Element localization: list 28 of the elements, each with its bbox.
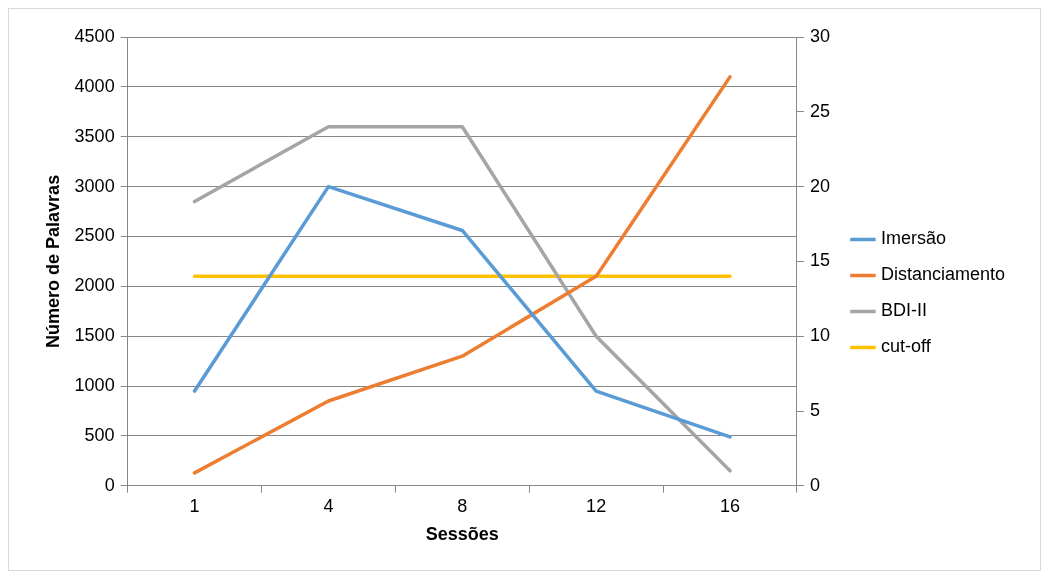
y-tick-label: 4000 bbox=[74, 75, 115, 96]
y-tick-label: 0 bbox=[104, 474, 115, 495]
y-tick-label: 2000 bbox=[74, 275, 115, 296]
x-tick-label: 4 bbox=[323, 495, 334, 516]
y2-tick-label: 15 bbox=[809, 250, 830, 271]
y-tick-label: 2500 bbox=[74, 225, 115, 246]
y-tick-label: 4500 bbox=[74, 25, 115, 46]
legend-label: cut-off bbox=[880, 336, 932, 357]
y2-tick-label: 30 bbox=[809, 25, 830, 46]
y-tick-label: 500 bbox=[84, 424, 115, 445]
x-axis-title: Sessões bbox=[425, 524, 499, 545]
x-tick-label: 12 bbox=[586, 495, 607, 516]
y-tick-label: 3500 bbox=[74, 125, 115, 146]
y-tick-label: 1500 bbox=[74, 325, 115, 346]
x-tick-label: 1 bbox=[189, 495, 200, 516]
legend-label: BDI-II bbox=[880, 300, 927, 321]
y2-tick-label: 25 bbox=[809, 100, 830, 121]
y-axis-title: Número de Palavras bbox=[42, 174, 63, 348]
y2-tick-label: 20 bbox=[809, 175, 830, 196]
legend-label: Distanciamento bbox=[880, 264, 1005, 285]
x-tick-label: 8 bbox=[457, 495, 468, 516]
x-tick-label: 16 bbox=[719, 495, 741, 516]
y2-tick-label: 5 bbox=[809, 399, 820, 420]
legend-label: Imersão bbox=[880, 228, 946, 249]
y2-tick-label: 0 bbox=[809, 474, 820, 495]
y-tick-label: 1000 bbox=[74, 375, 115, 396]
y-tick-label: 3000 bbox=[74, 175, 115, 196]
y2-tick-label: 10 bbox=[809, 325, 830, 346]
